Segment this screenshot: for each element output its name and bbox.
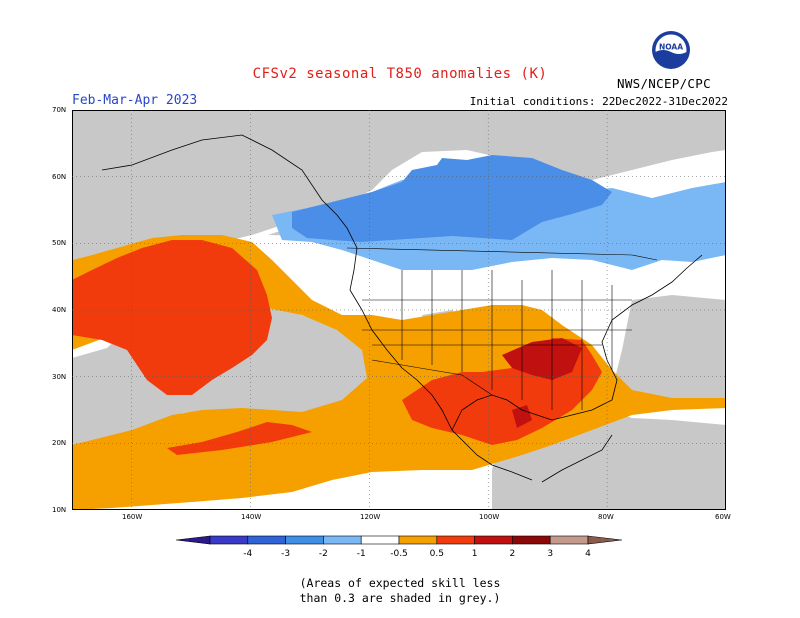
colorbar-label: -2 (319, 549, 328, 559)
season-label: Feb-Mar-Apr 2023 (72, 93, 198, 108)
lat-label: 30N (52, 373, 67, 381)
colorbar-swatch (474, 535, 513, 545)
colorbar-label: -0.5 (390, 549, 408, 559)
political-borders (346, 247, 658, 410)
colorbar-swatch (285, 535, 324, 545)
colorbar-label: 3 (547, 549, 553, 559)
colorbar-swatch (549, 535, 589, 545)
lat-label: 20N (52, 439, 67, 447)
colorbar-swatch (247, 535, 286, 545)
colorbar-swatch (209, 535, 249, 545)
skill-note-line: (Areas of expected skill less (299, 576, 501, 590)
lon-label: 140W (241, 513, 262, 521)
logo-text: NOAA (659, 43, 683, 52)
lat-label: 60N (52, 173, 67, 181)
graticule (72, 110, 726, 510)
colorbar-label: 1 (472, 549, 478, 559)
colorbar-arrow-left (175, 535, 211, 545)
colorbar-swatch (360, 535, 400, 545)
agency-label: NWS/NCEP/CPC (617, 76, 711, 91)
colorbar-labels: -4 -3 -2 -1 -0.5 0.5 1 2 3 4 (243, 549, 591, 559)
initial-conditions-label: Initial conditions: 22Dec2022-31Dec2022 (469, 95, 728, 108)
lon-label: 160W (122, 513, 143, 521)
lon-label: 80W (598, 513, 614, 521)
colorbar-label: -3 (281, 549, 290, 559)
colorbar-arrow-right (587, 535, 623, 545)
colorbar: -4 -3 -2 -1 -0.5 0.5 1 2 3 4 (175, 535, 623, 559)
lon-label: 100W (479, 513, 500, 521)
colorbar-label: -4 (243, 549, 252, 559)
lat-label: 70N (52, 106, 67, 114)
colorbar-label: -1 (357, 549, 366, 559)
noaa-logo-icon: NOAA (652, 31, 690, 69)
lat-label: 40N (52, 306, 67, 314)
lat-label: 50N (52, 239, 67, 247)
colorbar-swatch (398, 535, 438, 545)
anomaly-map (72, 110, 726, 510)
skill-note-line: than 0.3 are shaded in grey.) (299, 591, 501, 605)
map-title: CFSv2 seasonal T850 anomalies (K) (252, 66, 548, 82)
colorbar-label: 0.5 (430, 549, 444, 559)
colorbar-swatches (175, 535, 623, 545)
coastlines (101, 134, 703, 483)
colorbar-label: 2 (510, 549, 516, 559)
warm-anomaly-red (72, 240, 602, 455)
lon-label: 120W (360, 513, 381, 521)
colorbar-swatch (436, 535, 475, 545)
colorbar-swatch (512, 535, 551, 545)
colorbar-swatch (323, 535, 362, 545)
colorbar-label: 4 (585, 549, 591, 559)
lon-label: 60W (715, 513, 731, 521)
lat-label: 10N (52, 506, 67, 514)
skill-note: (Areas of expected skill less than 0.3 a… (0, 576, 800, 606)
